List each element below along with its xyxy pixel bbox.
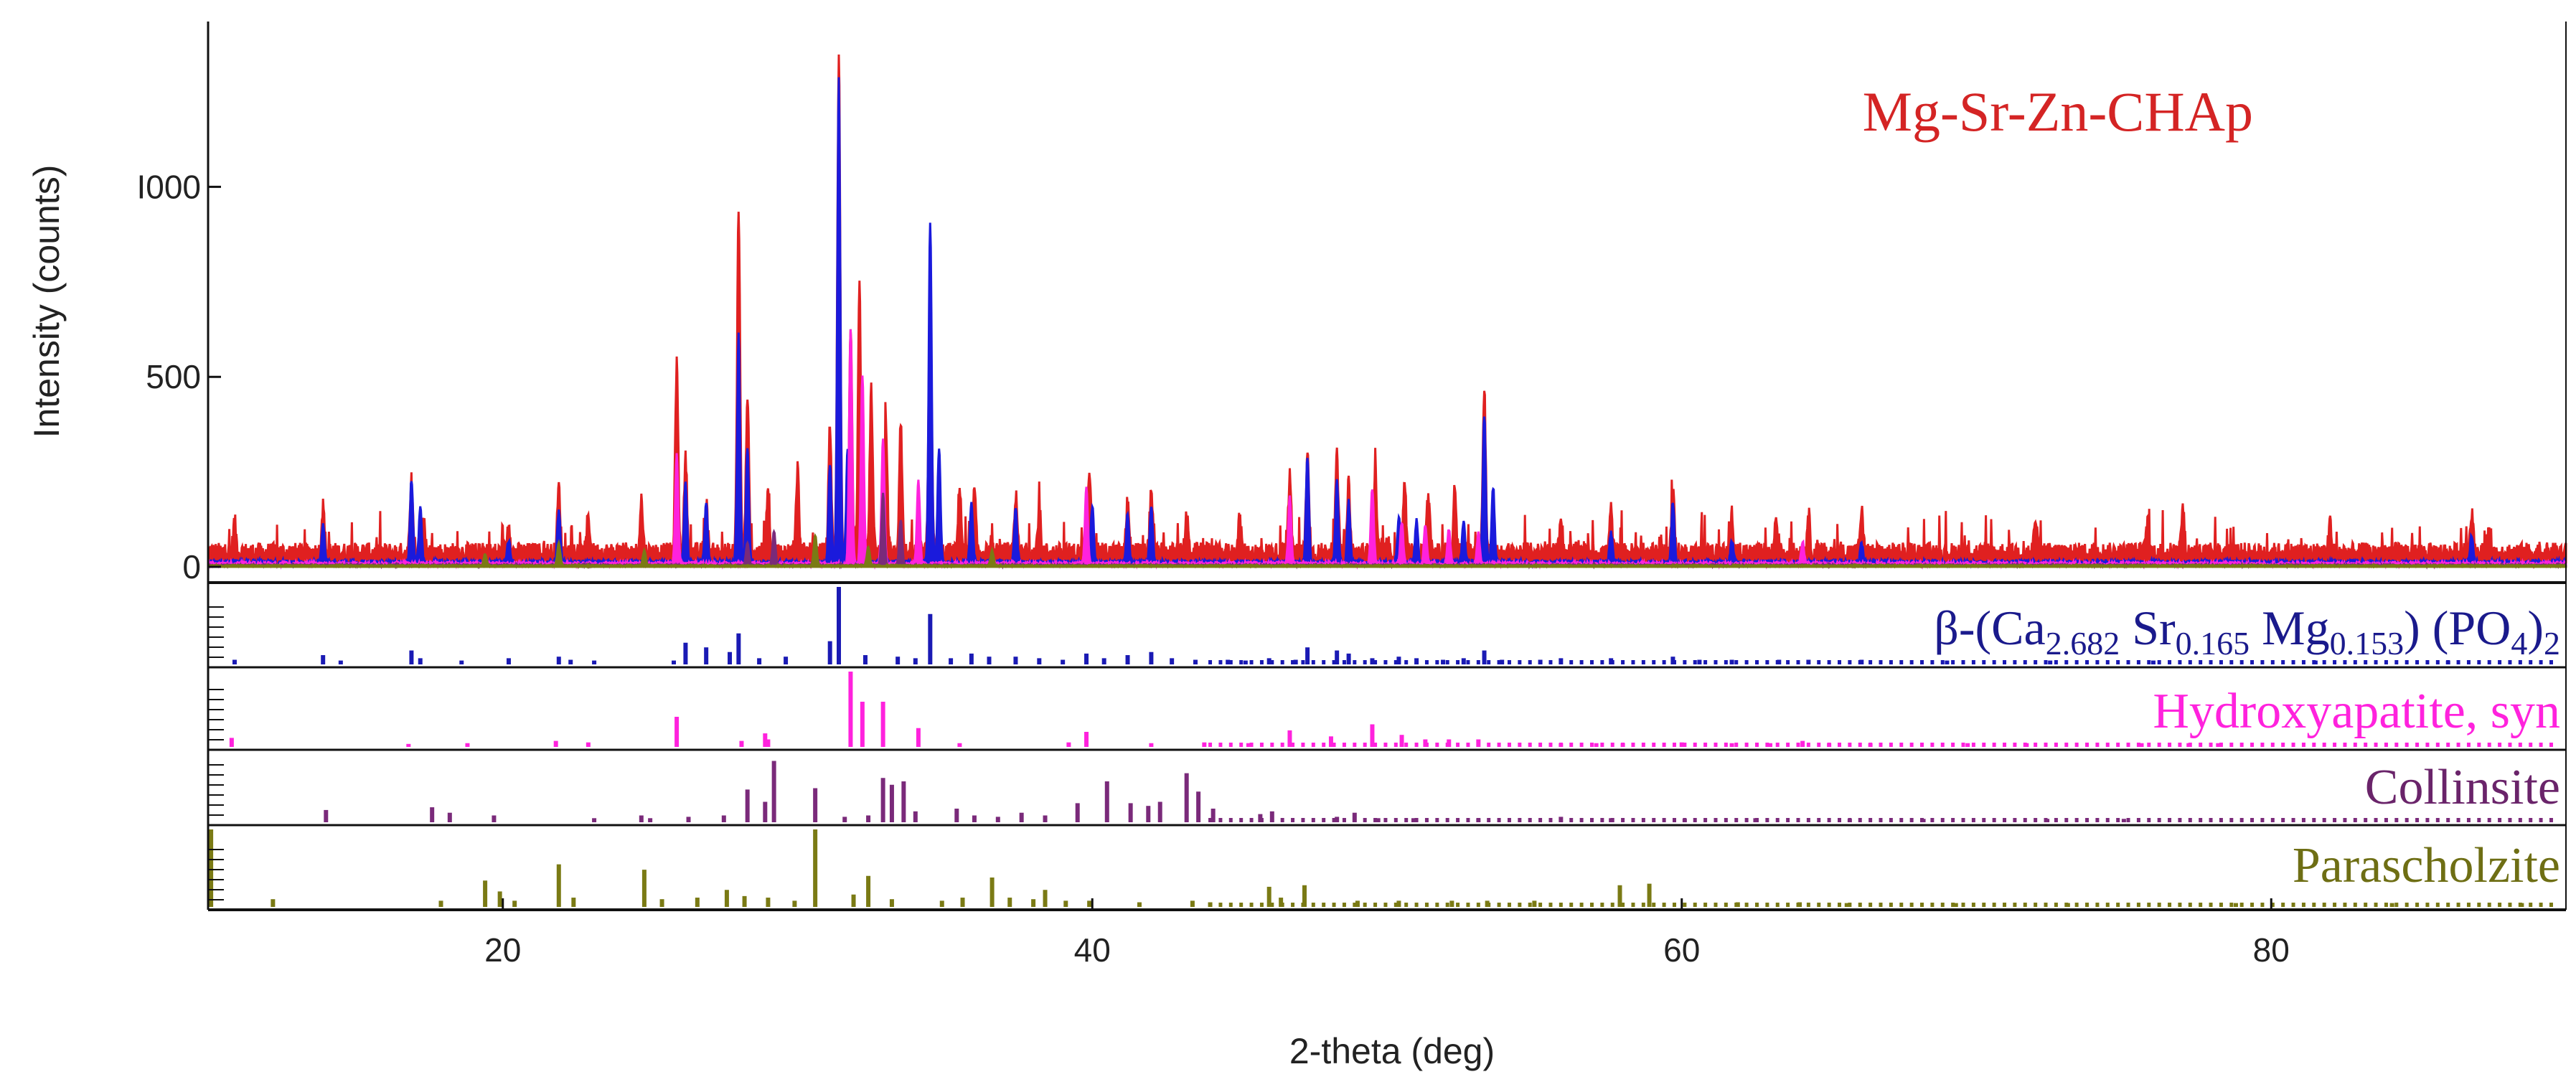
x-axis-title: 2-theta (deg) — [1289, 1031, 1495, 1071]
series-1-line — [207, 77, 2567, 570]
reference-label-parascholzite: Parascholzite — [2293, 838, 2560, 893]
series-4-line — [207, 533, 2567, 569]
series-0-line — [207, 54, 2567, 568]
y-axis-title: Intensity (counts) — [27, 165, 67, 438]
plot-frame — [207, 22, 2567, 911]
x-tick-label: 40 — [1074, 931, 1111, 969]
x-tick-label: 80 — [2253, 931, 2290, 969]
axis-ticks: 20 40 60 80 0 500 I000 — [136, 168, 2289, 969]
reference-label-collinsite: Collinsite — [2365, 760, 2560, 815]
x-tick-label: 20 — [484, 931, 521, 969]
reference-panels-layer — [208, 587, 2566, 911]
main-series-layer — [207, 54, 2567, 570]
x-tick-label: 60 — [1663, 931, 1700, 969]
y-tick-label: 500 — [146, 358, 201, 395]
reference-label-hydroxyapatite: Hydroxyapatite, syn — [2153, 684, 2560, 739]
y-tick-label: 0 — [182, 548, 201, 585]
reference-label-beta-tcp: β-(Ca2.682 Sr0.165 Mg0.153) (PO4)2 — [1934, 601, 2560, 662]
legend-sample-label: Mg-Sr-Zn-CHAp — [1863, 80, 2253, 143]
y-tick-label: I000 — [136, 168, 201, 205]
